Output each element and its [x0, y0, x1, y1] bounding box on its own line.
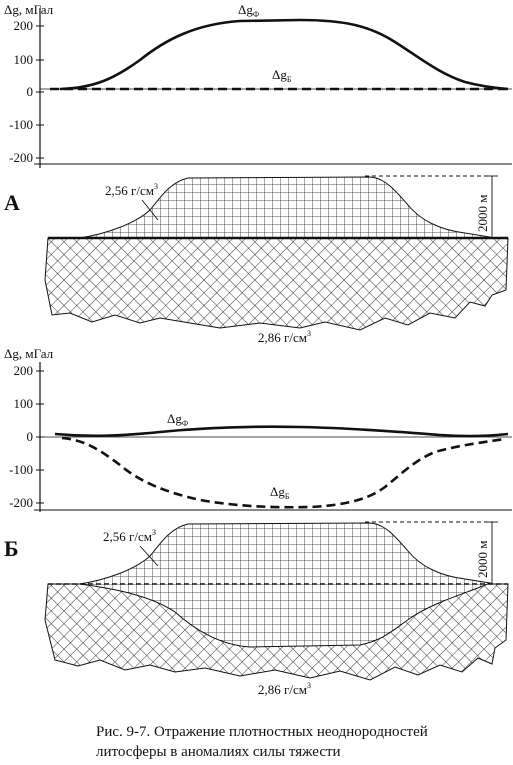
panel-b-gravity-plot: Δg, мГал 200 100 0 -100 -200 ΔgФ ΔgБ [4, 346, 512, 512]
panel-a-curve-f-label: ΔgФ [238, 2, 259, 19]
panel-b-curve-f [54, 425, 509, 438]
panel-b-tick-200: 200 [14, 363, 34, 378]
panel-b: Δg, мГал 200 100 0 -100 -200 ΔgФ ΔgБ Б [4, 346, 512, 697]
panel-a-curve-b-label: ΔgБ [272, 67, 292, 84]
panel-b-section: 2000 м 2,56 г/см3 2,86 г/см3 [44, 521, 509, 697]
panel-b-density-lower: 2,86 г/см3 [258, 681, 311, 697]
panel-a-letter: А [4, 190, 20, 215]
panel-a-section: 2000 м 2,56 г/см3 2,86 г/см3 [44, 175, 509, 345]
panel-b-tick-minus200: -200 [9, 495, 33, 510]
panel-a-tick-minus100: -100 [9, 117, 33, 132]
panel-b-height-label: 2000 м [475, 541, 490, 578]
panel-a-tick-100: 100 [14, 52, 34, 67]
panel-b-tick-minus100: -100 [9, 462, 33, 477]
panel-b-curve-b [61, 436, 506, 509]
panel-b-tick-0: 0 [27, 429, 34, 444]
panel-a-y-axis-label: Δg, мГал [4, 2, 54, 17]
figure-caption-line-2: литосферы в аномалиях силы тяжести [96, 744, 341, 760]
figure-caption: Рис. 9-7. Отражение плотностных неодноро… [96, 722, 506, 762]
panel-b-curve-b-label: ΔgБ [270, 484, 290, 501]
panel-a-tick-200: 200 [14, 18, 34, 33]
figure-caption-line-1: Рис. 9-7. Отражение плотностных неодноро… [96, 724, 428, 740]
panel-b-letter: Б [4, 536, 19, 561]
panel-a: Δg, мГал 200 100 0 -100 -200 ΔgФ ΔgБ А 2 [4, 2, 512, 345]
panel-a-density-lower: 2,86 г/см3 [258, 329, 311, 345]
panel-a-curve-f [59, 18, 509, 91]
panel-a-tick-minus200: -200 [9, 150, 33, 165]
panel-b-y-axis-label: Δg, мГал [4, 346, 54, 361]
panel-b-density-upper: 2,56 г/см3 [103, 528, 156, 544]
panel-b-tick-100: 100 [14, 396, 34, 411]
panel-a-gravity-plot: Δg, мГал 200 100 0 -100 -200 ΔgФ ΔgБ [4, 2, 512, 168]
panel-b-upper-body [79, 522, 492, 648]
panel-a-density-upper: 2,56 г/см3 [105, 182, 158, 198]
panel-a-height-label: 2000 м [475, 195, 490, 232]
panel-a-upper-body [79, 176, 491, 239]
panel-a-tick-0: 0 [27, 84, 34, 99]
panel-b-curve-f-label: ΔgФ [167, 411, 188, 428]
